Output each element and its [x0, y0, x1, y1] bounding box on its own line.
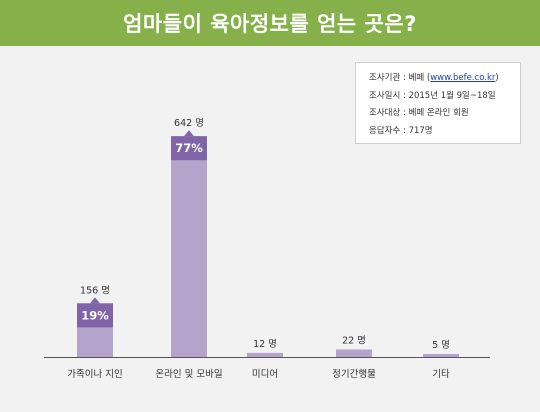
survey-info-box: 조사기관 : 베페 (www.befe.co.kr) 조사일시 : 2015년 …	[355, 62, 521, 144]
bar-pointer-0	[90, 297, 100, 304]
info-value: 2015년 1월 9일~18일	[408, 90, 496, 101]
info-label: 응답자수	[369, 125, 401, 136]
info-label: 조사일시	[369, 90, 401, 101]
page-title: 엄마들이 육아정보를 얻는 곳은?	[123, 12, 417, 36]
category-label-2: 미디어	[252, 369, 278, 380]
info-separator: :	[400, 125, 409, 136]
info-separator: :	[400, 90, 409, 101]
bar-2	[247, 352, 283, 357]
info-line-agency: 조사기관 : 베페 (www.befe.co.kr)	[369, 70, 520, 88]
value-label-2: 12 명	[253, 339, 277, 350]
info-line-target: 조사대상 : 베페 온라인 회원	[369, 105, 520, 123]
info-value: 717명	[408, 125, 433, 136]
percent-label-1: 77%	[175, 141, 203, 155]
value-label-1: 642 명	[174, 118, 204, 129]
befe-website-link[interactable]: www.befe.co.kr	[430, 73, 496, 83]
info-line-respondents: 응답자수 : 717명	[369, 123, 520, 141]
percent-label-0: 19%	[81, 308, 109, 322]
bar-3	[336, 349, 372, 357]
info-line-date: 조사일시 : 2015년 1월 9일~18일	[369, 88, 520, 106]
value-label-4: 5 명	[432, 340, 450, 351]
info-separator: :	[400, 73, 409, 83]
category-label-4: 기타	[432, 369, 450, 380]
info-label: 조사대상	[369, 108, 401, 118]
bar-pointer-1	[184, 130, 194, 137]
info-value: 베페 온라인 회원	[408, 108, 469, 118]
category-label-0: 가족이나 지인	[67, 369, 122, 380]
header-banner: 엄마들이 육아정보를 얻는 곳은?	[0, 0, 540, 46]
info-separator: :	[400, 108, 409, 118]
value-label-3: 22 명	[342, 335, 366, 346]
info-label: 조사기관	[369, 73, 401, 83]
bar-highlight-1	[171, 136, 207, 161]
bar-4	[423, 354, 459, 357]
bar-highlight-0	[77, 303, 113, 328]
info-value: 베페 (	[408, 73, 431, 83]
value-label-0: 156 명	[80, 285, 110, 296]
info-value-suffix: )	[495, 73, 499, 83]
category-label-3: 정기간행물	[332, 368, 376, 380]
category-label-1: 온라인 및 모바일	[155, 368, 222, 380]
bar-1	[171, 136, 207, 357]
